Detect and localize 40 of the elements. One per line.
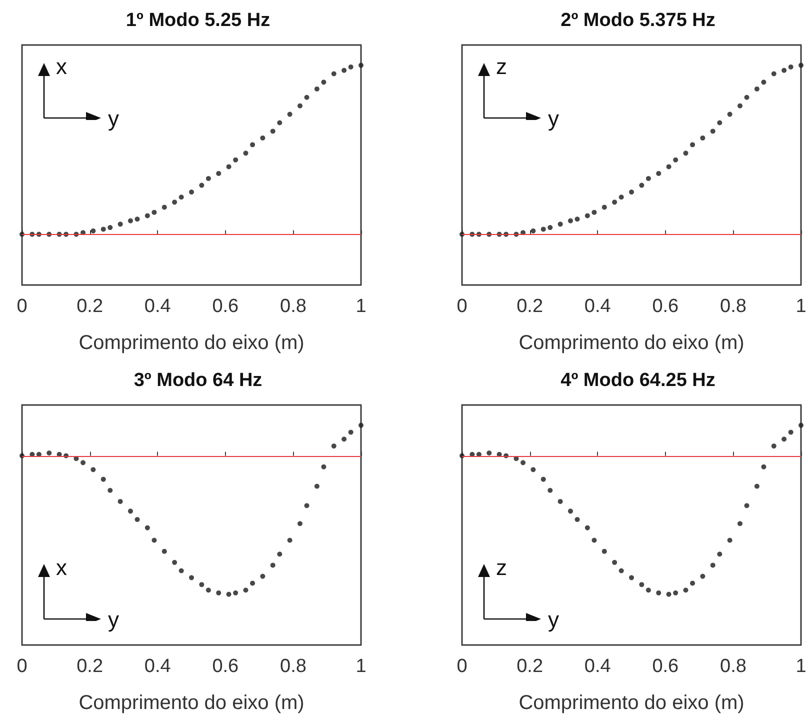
x-tick-label: 0.4 <box>584 296 612 317</box>
x-tick-label: 1 <box>796 656 806 677</box>
x-tick-label: 0.6 <box>212 656 239 677</box>
x-tick-label: 0.6 <box>652 296 679 317</box>
x-tick-label: 0.2 <box>516 296 544 317</box>
x-axis-title: Comprimento do eixo (m) <box>78 692 304 714</box>
x-tick-label: 0 <box>456 296 468 317</box>
x-tick-label: 0.4 <box>144 296 172 317</box>
x-axis-title: Comprimento do eixo (m) <box>518 692 744 714</box>
text: y <box>548 607 559 632</box>
x-tick-label: 1 <box>356 296 366 317</box>
annotation: z <box>496 54 507 79</box>
x-tick-label: 0 <box>456 656 468 677</box>
x-tick-label: 0.8 <box>720 296 746 317</box>
annotation: z <box>496 555 507 580</box>
x-tick-label: 1 <box>796 296 806 317</box>
x-tick-label: 0.6 <box>652 656 679 677</box>
x-axis-title: Comprimento do eixo (m) <box>78 332 304 354</box>
x-tick-label: 0.8 <box>280 656 306 677</box>
annotation: y <box>108 106 119 131</box>
chart-title: 4º Modo 64.25 Hz <box>560 370 716 391</box>
annotation: x <box>56 555 67 580</box>
x-tick-label: 0.8 <box>720 656 746 677</box>
x-tick-label: 0.2 <box>76 296 104 317</box>
x-tick-label: 0.4 <box>144 656 172 677</box>
annotation: x <box>56 54 67 79</box>
x-tick-label: 0.6 <box>212 296 239 317</box>
x-tick-label: 0.8 <box>280 296 306 317</box>
x-tick-label: 0.4 <box>584 656 612 677</box>
chart-title: 1º Modo 5.25 Hz <box>126 10 270 31</box>
x-tick-label: 1 <box>356 656 366 677</box>
x-tick-label: 0.2 <box>76 656 104 677</box>
x-tick-label: 0 <box>16 656 28 677</box>
chart-title: 3º Modo 64 Hz <box>134 370 262 391</box>
chart-title: 2º Modo 5.375 Hz <box>560 10 716 31</box>
annotation: y <box>548 106 559 131</box>
x-axis-title: Comprimento do eixo (m) <box>518 332 744 354</box>
x-tick-label: 0.2 <box>516 656 544 677</box>
text: y <box>108 607 119 632</box>
x-tick-label: 0 <box>16 296 28 317</box>
